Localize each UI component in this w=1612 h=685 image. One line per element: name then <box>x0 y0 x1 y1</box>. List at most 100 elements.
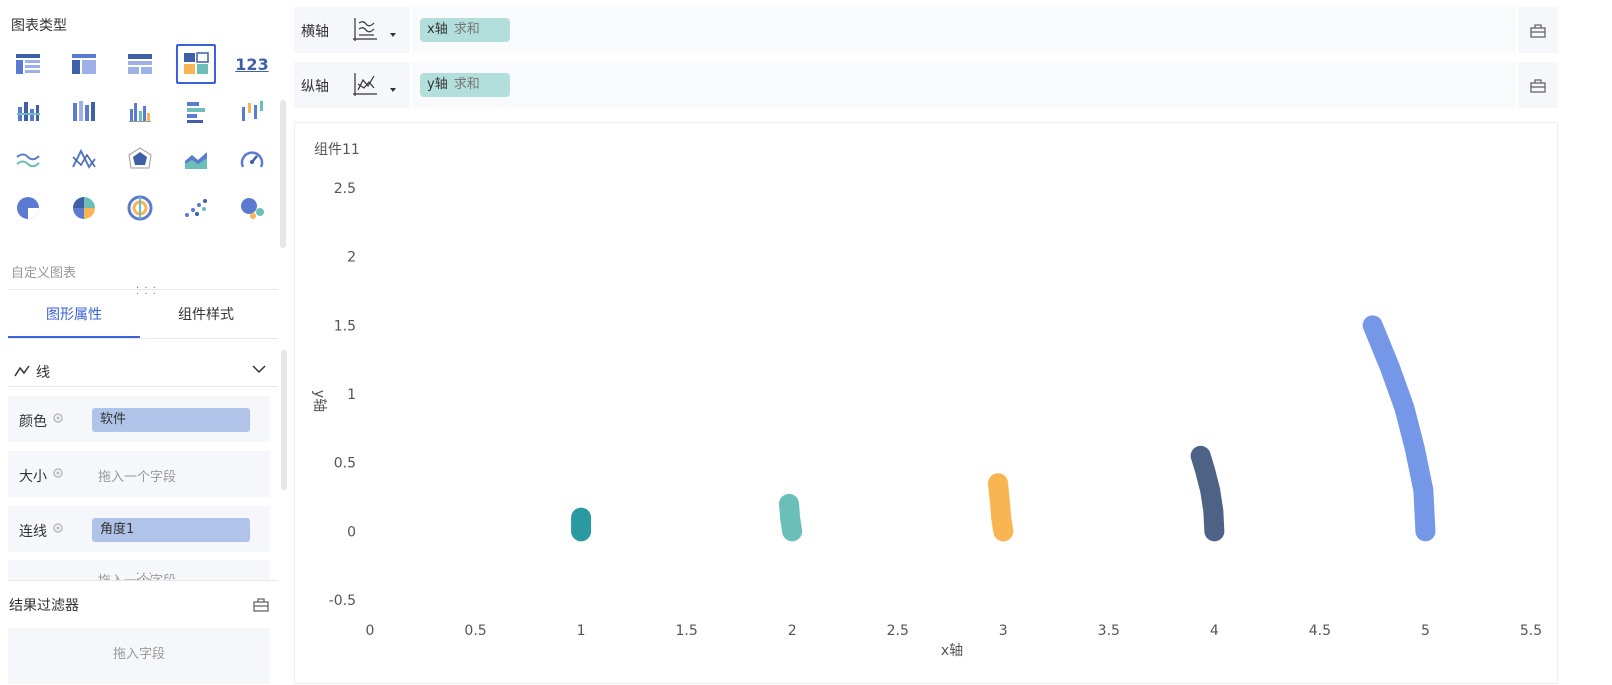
result-filter-dropzone[interactable]: 拖入字段 <box>8 628 270 684</box>
detail-table-chart-type[interactable] <box>120 44 160 84</box>
area-chart-icon <box>185 152 207 169</box>
gear-icon[interactable] <box>52 467 64 479</box>
custom-chart-label: 自定义图表 <box>11 266 77 281</box>
y-axis-sort-icon[interactable] <box>352 72 378 98</box>
tab-component-style[interactable]: 组件样式 <box>178 307 234 323</box>
grouped-bar-icon <box>17 102 40 121</box>
tab-graphic-properties[interactable]: 图形属性 <box>8 300 140 338</box>
y-axis-field-dropzone[interactable]: y轴 求和 <box>410 62 1518 108</box>
divider <box>8 338 278 339</box>
size-label: 大小 <box>19 469 47 485</box>
detail-table-icon <box>128 54 152 74</box>
table-chart-type[interactable] <box>8 44 48 84</box>
color-property-row[interactable]: 颜色 软件 <box>8 396 270 442</box>
polyline-icon <box>72 148 96 169</box>
x-tick-label: 3.5 <box>1098 623 1120 639</box>
divider <box>8 289 278 290</box>
radar-chart-type[interactable] <box>120 140 160 180</box>
connect-line-field-pill[interactable]: 角度1 <box>92 518 250 542</box>
lock-icon[interactable] <box>1530 77 1546 93</box>
y-axis-field-pill[interactable]: y轴 求和 <box>420 73 510 97</box>
y-axis-field-name: y轴 <box>427 77 448 92</box>
horizontal-bar-chart-type[interactable] <box>176 92 216 132</box>
rose-chart-type[interactable] <box>64 188 104 228</box>
card-grid-icon <box>184 52 209 74</box>
series-line-3[interactable] <box>987 473 1014 542</box>
pie-chart-type[interactable] <box>8 188 48 228</box>
size-property-row[interactable]: 大小 拖入一个字段 <box>8 451 270 497</box>
y-tick-label: 0 <box>347 524 356 540</box>
line-mark-icon <box>14 365 30 377</box>
panel-resize-handle[interactable]: · · ·· · · <box>136 284 157 300</box>
y-tick-label: -0.5 <box>329 593 356 609</box>
size-drop-placeholder[interactable]: 拖入一个字段 <box>98 470 177 485</box>
rose-icon <box>73 197 95 219</box>
multi-ring-chart-type[interactable] <box>120 188 160 228</box>
x-tick-label: 2 <box>788 623 797 639</box>
area-chart-type[interactable] <box>176 140 216 180</box>
connect-line-label: 连线 <box>19 524 47 540</box>
mark-type-selector[interactable]: 线 <box>8 356 270 386</box>
gauge-icon <box>240 151 264 168</box>
x-tick-label: 1 <box>577 623 586 639</box>
x-axis-field-name: x轴 <box>427 22 448 37</box>
multi-ring-icon <box>127 195 153 221</box>
y-tick-label: 1.5 <box>334 318 356 334</box>
x-axis-label: 横轴 <box>301 24 329 40</box>
x-tick-label: 0.5 <box>464 623 486 639</box>
line-chart-type[interactable] <box>8 140 48 180</box>
y-axis-ticks: 2.5 2 1.5 1 0.5 0 -0.5 <box>329 181 356 609</box>
x-axis-ticks: 0 0.5 1 1.5 2 2.5 3 3.5 4 4.5 5 5.5 <box>366 623 1543 639</box>
x-axis-field-pill[interactable]: x轴 求和 <box>420 18 510 42</box>
y-axis-dropdown-caret[interactable] <box>390 88 396 92</box>
lock-icon[interactable] <box>253 596 269 612</box>
grouped-bar-chart-type[interactable] <box>8 92 48 132</box>
mark-type-label: 线 <box>36 365 50 381</box>
label-property-row-partial[interactable]: 拖入一个字段 <box>8 560 270 580</box>
crosstab-icon <box>72 54 96 74</box>
panel-resize-handle[interactable]: · · ·· · · <box>136 569 152 586</box>
x-tick-label: 4 <box>1210 623 1219 639</box>
crosstab-chart-type[interactable] <box>64 44 104 84</box>
x-axis-dropdown-caret[interactable] <box>390 33 396 37</box>
x-axis-bar: 横轴 x轴 求和 <box>294 7 1558 53</box>
scatter-chart-type[interactable] <box>176 188 216 228</box>
lock-icon[interactable] <box>1530 22 1546 38</box>
gear-icon[interactable] <box>52 522 64 534</box>
card-chart-type[interactable] <box>176 44 216 84</box>
connect-line-property-row[interactable]: 连线 角度1 <box>8 506 270 552</box>
multi-bar-icon <box>129 103 151 122</box>
gear-icon[interactable] <box>52 412 64 424</box>
color-field-pill[interactable]: 软件 <box>92 408 250 432</box>
x-axis-aggregation: 求和 <box>453 22 480 37</box>
y-tick-label: 0.5 <box>334 456 356 472</box>
y-tick-label: 2.5 <box>334 181 356 197</box>
y-tick-label: 1 <box>347 387 356 403</box>
gauge-chart-type[interactable] <box>232 140 272 180</box>
polyline-chart-type[interactable] <box>64 140 104 180</box>
y-axis-label: 纵轴 <box>301 79 329 95</box>
property-tabs: 图形属性 组件样式 <box>8 300 278 338</box>
chart-title: 组件11 <box>314 142 360 158</box>
series-line-2[interactable] <box>779 493 803 542</box>
number-chart-type[interactable]: 123 <box>232 44 272 84</box>
property-scrollbar[interactable] <box>281 350 287 490</box>
chart-types-scrollbar[interactable] <box>280 100 286 248</box>
range-bar-chart-type[interactable] <box>232 92 272 132</box>
result-filter-title: 结果过滤器 <box>9 598 79 614</box>
series-line-5[interactable] <box>1362 315 1436 542</box>
x-tick-label: 4.5 <box>1309 623 1331 639</box>
number-icon: 123 <box>235 54 269 74</box>
stacked-bar-chart-type[interactable] <box>64 92 104 132</box>
y-axis-title: y轴 <box>311 390 327 412</box>
chevron-down-icon <box>252 365 266 374</box>
radar-icon <box>128 147 152 169</box>
chart-svg: 组件11 2.5 2 1.5 1 0.5 0 -0.5 0 0.5 1 1.5 2 2.5 3 3.5 4 4… <box>311 142 1543 659</box>
result-filter-drop-text: 拖入字段 <box>112 647 165 662</box>
x-axis-field-dropzone[interactable]: x轴 求和 <box>410 7 1518 53</box>
chart-types-title: 图表类型 <box>11 18 67 34</box>
x-axis-sort-icon[interactable] <box>352 17 378 43</box>
series-line-4[interactable] <box>1190 445 1225 542</box>
multi-bar-chart-type[interactable] <box>120 92 160 132</box>
bubble-chart-type[interactable] <box>232 188 272 228</box>
